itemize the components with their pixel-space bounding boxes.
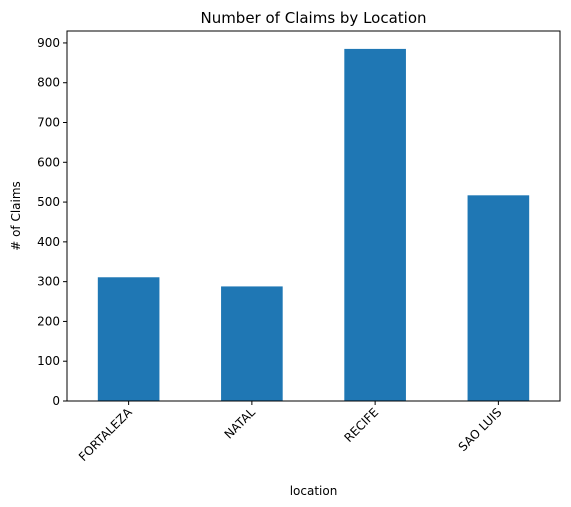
x-tick-label: RECIFE	[341, 405, 381, 445]
y-axis: 0 100 200 300 400 500 600 700 800 900	[37, 36, 67, 408]
y-axis-label: # of Claims	[9, 181, 23, 251]
plot-area	[98, 49, 529, 401]
y-tick-label: 500	[37, 195, 60, 209]
y-tick-label: 200	[37, 314, 60, 328]
y-tick-label: 700	[37, 116, 60, 130]
y-tick-label: 100	[37, 354, 60, 368]
x-tick-label: NATAL	[222, 405, 259, 442]
y-tick-label: 800	[37, 76, 60, 90]
bar-sao-luis	[468, 195, 530, 401]
x-tick-label: FORTALEZA	[76, 405, 135, 464]
bar-fortaleza	[98, 277, 160, 401]
y-tick-label: 300	[37, 275, 60, 289]
x-axis: FORTALEZA NATAL RECIFE SAO LUIS	[76, 401, 505, 464]
y-tick-label: 900	[37, 36, 60, 50]
y-tick-label: 600	[37, 155, 60, 169]
bar-recife	[344, 49, 406, 401]
y-tick-label: 0	[52, 394, 60, 408]
x-axis-label: location	[290, 484, 338, 498]
chart-title: Number of Claims by Location	[200, 9, 426, 27]
bar-natal	[221, 286, 283, 401]
y-tick-label: 400	[37, 235, 60, 249]
x-tick-label: SAO LUIS	[456, 405, 505, 454]
